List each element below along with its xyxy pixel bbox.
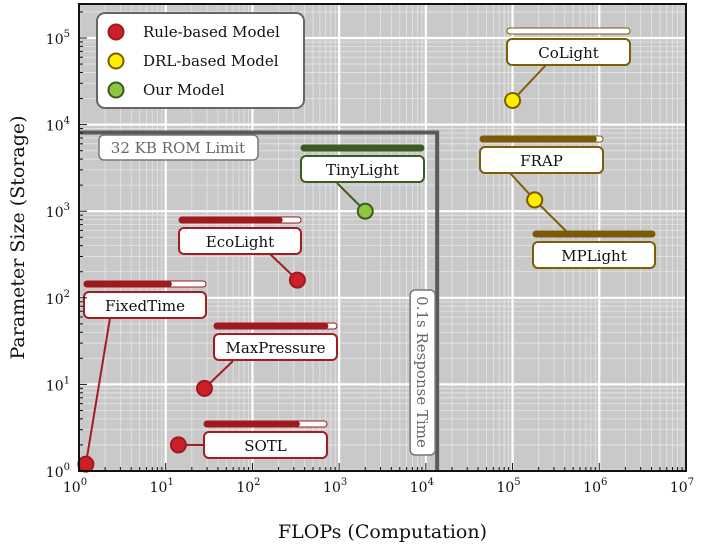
data-point-mplight — [526, 191, 544, 209]
model-frap: FRAP — [479, 135, 604, 201]
legend: Rule-based Model DRL-based Model Our Model — [96, 12, 305, 109]
label-box — [213, 333, 338, 361]
data-point-sotl — [169, 436, 187, 454]
y-tick-exp: 1 — [64, 375, 70, 386]
y-tick-exp: 0 — [64, 462, 70, 473]
progress-bar-fill — [480, 136, 597, 142]
y-tick-label: 100 — [46, 462, 70, 481]
progress-bar-track — [506, 27, 631, 35]
legend-marker-ours — [107, 81, 125, 99]
data-point-maxpressure — [195, 379, 213, 397]
data-point-ecolight — [288, 271, 306, 289]
x-tick-exp: 1 — [167, 477, 173, 488]
y-tick-exp: 5 — [64, 29, 70, 40]
x-tick-label: 107 — [670, 477, 694, 496]
x-tick-label: 105 — [496, 477, 520, 496]
legend-box — [96, 12, 305, 109]
x-tick-exp: 7 — [688, 477, 694, 488]
x-tick-exp: 0 — [81, 477, 87, 488]
x-tick-exp: 4 — [428, 477, 434, 488]
label-text: FRAP — [520, 152, 563, 170]
y-tick-label: 101 — [46, 375, 70, 394]
label-text: EcoLight — [206, 233, 274, 251]
label-box — [506, 38, 631, 66]
legend-label: DRL-based Model — [143, 52, 279, 70]
label-text: TinyLight — [326, 161, 399, 179]
y-axis-label: Parameter Size (Storage) — [7, 115, 29, 359]
x-tick-base: 10 — [583, 480, 601, 496]
label-text: CoLight — [538, 44, 599, 62]
x-tick-base: 10 — [670, 480, 688, 496]
x-axis-label: FLOPs (Computation) — [278, 521, 487, 543]
limit-lines — [79, 130, 440, 471]
x-tick-exp: 3 — [341, 477, 347, 488]
legend-marker-drl — [107, 52, 125, 70]
label-box — [83, 291, 207, 319]
x-tick-exp: 5 — [514, 477, 520, 488]
y-tick-base: 10 — [46, 119, 64, 135]
y-tick-base: 10 — [46, 32, 64, 48]
x-tick-label: 106 — [583, 477, 607, 496]
model-fixedtime: FixedTime — [83, 280, 207, 465]
label-box — [203, 431, 328, 459]
model-ecolight: EcoLight — [178, 216, 302, 281]
y-tick-base: 10 — [46, 292, 64, 308]
y-tick-label: 105 — [46, 29, 70, 48]
model-maxpressure: MaxPressure — [203, 322, 338, 390]
y-tick-exp: 3 — [64, 202, 70, 213]
model-sotl: SOTL — [178, 420, 328, 459]
label-text: SOTL — [244, 437, 287, 455]
legend-label: Rule-based Model — [143, 23, 280, 41]
x-tick-label: 104 — [410, 477, 434, 496]
label-box — [300, 155, 425, 183]
leader-line — [84, 317, 111, 465]
response-time-label: 0.1s Response Time — [413, 296, 431, 448]
x-tick-base: 10 — [63, 480, 81, 496]
x-tick-base: 10 — [496, 480, 514, 496]
x-tick-label: 103 — [323, 477, 347, 496]
progress-bar-fill — [204, 421, 300, 427]
x-tick-base: 10 — [150, 480, 168, 496]
label-text: FixedTime — [105, 297, 185, 315]
x-tick-label: 102 — [236, 477, 260, 496]
progress-bar-fill — [179, 217, 283, 223]
label-box — [479, 146, 604, 174]
y-tick-exp: 2 — [64, 289, 70, 300]
x-tick-base: 10 — [410, 480, 428, 496]
model-colight: CoLight — [506, 27, 631, 102]
x-tick-label: 101 — [150, 477, 174, 496]
x-tick-exp: 2 — [254, 477, 260, 488]
model-mplight: MPLight — [532, 199, 656, 269]
y-tick-label: 103 — [46, 202, 70, 221]
x-tick-exp: 6 — [601, 477, 607, 488]
response-label-box — [409, 289, 436, 456]
progress-bar-fill — [301, 145, 424, 151]
x-tick-base: 10 — [236, 480, 254, 496]
label-box — [532, 241, 656, 269]
label-box — [178, 227, 302, 255]
y-tick-base: 10 — [46, 465, 64, 481]
label-text: MaxPressure — [225, 339, 325, 357]
x-tick-label: 100 — [63, 477, 87, 496]
y-tick-base: 10 — [46, 378, 64, 394]
rom-limit-label-box — [98, 134, 259, 161]
y-tick-base: 10 — [46, 205, 64, 221]
y-tick-exp: 4 — [64, 116, 70, 127]
data-point-tinylight — [356, 202, 374, 220]
data-point-colight — [504, 91, 522, 109]
label-text: MPLight — [561, 247, 627, 265]
progress-bar-fill — [84, 281, 172, 287]
x-tick-base: 10 — [323, 480, 341, 496]
y-tick-label: 102 — [46, 289, 70, 308]
legend-marker-rule — [107, 23, 125, 41]
y-tick-label: 104 — [46, 116, 70, 135]
rom-limit-label: 32 KB ROM Limit — [111, 139, 245, 157]
data-point-fixedtime — [77, 455, 95, 473]
legend-label: Our Model — [143, 81, 225, 99]
progress-bar-fill — [214, 323, 329, 329]
progress-bar-fill — [533, 231, 655, 237]
